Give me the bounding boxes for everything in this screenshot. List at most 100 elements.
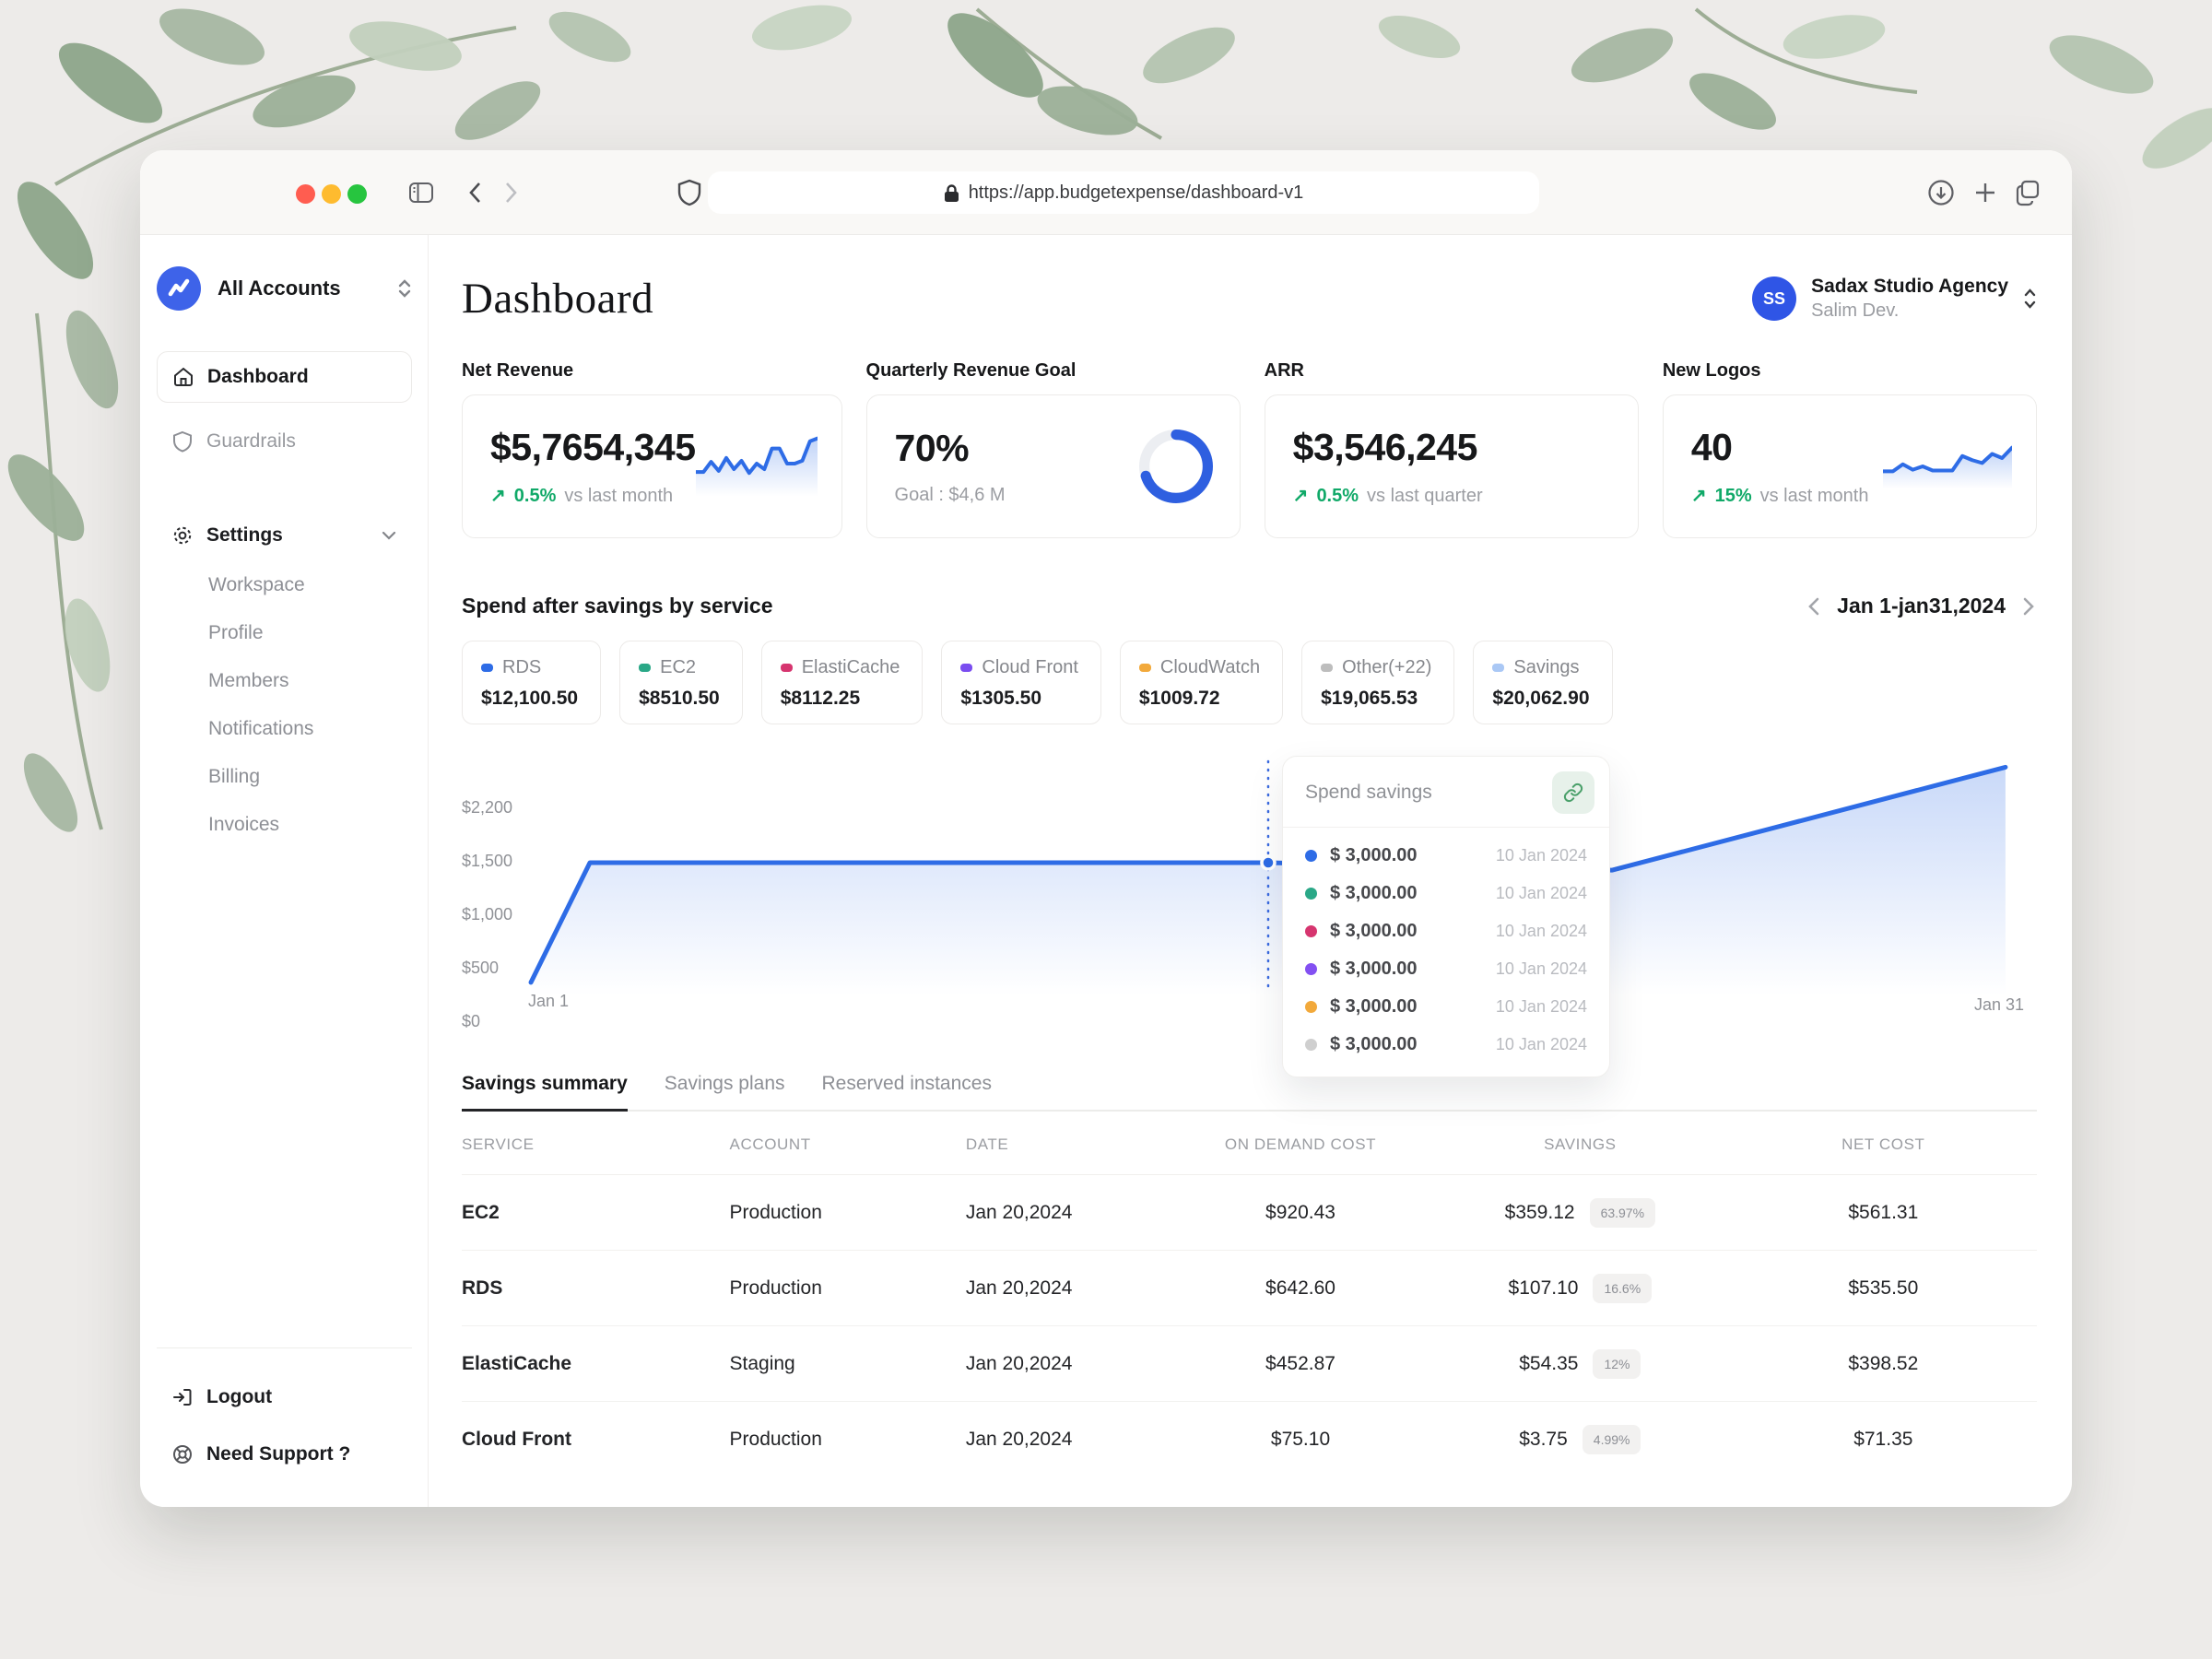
tooltip-date: 10 Jan 2024 <box>1495 1035 1587 1053</box>
chevron-down-icon <box>381 530 397 541</box>
minimize-window-button[interactable] <box>322 184 341 204</box>
kpi-label: Quarterly Revenue Goal <box>865 360 1077 381</box>
sidebar-item-profile[interactable]: Profile <box>157 609 412 657</box>
sub-item-label: Members <box>208 670 289 691</box>
maximize-window-button[interactable] <box>347 184 367 204</box>
kpi-label: ARR <box>1264 360 1305 381</box>
kpi-net-revenue: Net Revenue $5,7654,345 ↗ 0.5% vs last m… <box>462 360 842 538</box>
y-axis-tick: $0 <box>462 1012 481 1030</box>
chart-tooltip: Spend savings $ 3,000.00 10 Jan <box>1282 756 1610 1077</box>
download-icon[interactable] <box>1926 178 1956 207</box>
logout-button[interactable]: Logout <box>157 1369 412 1426</box>
column-header: DATE <box>965 1135 1009 1153</box>
select-chevrons-icon <box>397 278 412 299</box>
new-tab-icon[interactable] <box>1971 178 2000 207</box>
cell-net-cost: $71.35 <box>1853 1429 1913 1450</box>
column-header: SERVICE <box>462 1135 535 1153</box>
legend-value: $8112.25 <box>780 688 861 709</box>
legend-dot <box>780 664 793 672</box>
legend-value: $1009.72 <box>1138 688 1220 709</box>
kpi-goal-note: Goal : $4,6 M <box>894 485 1006 505</box>
legend-dot <box>1492 664 1505 672</box>
lifebuoy-icon <box>171 1443 194 1465</box>
legend-value: $19,065.53 <box>1321 688 1418 709</box>
savings-tabs: Savings summary Savings plans Reserved i… <box>462 1073 2037 1112</box>
sparkline-chart <box>1883 442 2012 489</box>
cell-on-demand-cost: $452.87 <box>1265 1352 1335 1374</box>
sidebar-item-dashboard[interactable]: Dashboard <box>157 351 412 403</box>
user-menu[interactable]: SS Sadax Studio Agency Salim Dev. <box>1752 276 2037 322</box>
cell-date: Jan 20,2024 <box>965 1277 1073 1299</box>
kpi-delta: 15% <box>1714 486 1752 506</box>
savings-pct-badge: 63.97% <box>1589 1197 1656 1228</box>
cell-net-cost: $535.50 <box>1848 1277 1919 1299</box>
tooltip-row: $ 3,000.00 10 Jan 2024 <box>1283 1026 1609 1064</box>
sidebar-item-guardrails[interactable]: Guardrails <box>157 416 412 467</box>
cell-savings: $359.12 <box>1504 1201 1575 1223</box>
tab-savings-summary[interactable]: Savings summary <box>462 1073 628 1112</box>
back-button[interactable] <box>461 178 490 207</box>
kpi-value: $5,7654,345 <box>490 426 696 468</box>
legend-chip-cloudwatch[interactable]: CloudWatch $1009.72 <box>1119 641 1284 724</box>
sidebar-item-invoices[interactable]: Invoices <box>157 801 412 849</box>
sub-item-label: Profile <box>208 622 264 643</box>
legend-value: $20,062.90 <box>1492 688 1590 709</box>
x-axis-tick: Jan 31 <box>1973 995 2024 1014</box>
tab-overview-icon[interactable] <box>2013 178 2042 207</box>
browser-window: https://app.budgetexpense/dashboard-v1 <box>140 150 2072 1507</box>
cell-date: Jan 20,2024 <box>965 1352 1073 1374</box>
tooltip-link-button[interactable] <box>1552 771 1594 814</box>
prev-range-button[interactable] <box>1806 596 1822 617</box>
table-row: RDS Production Jan 20,2024 $642.60 $107.… <box>462 1251 2037 1326</box>
sidebar-toggle-icon[interactable] <box>406 178 436 207</box>
kpi-delta: 0.5% <box>513 486 557 506</box>
sidebar-item-settings[interactable]: Settings <box>157 510 412 561</box>
savings-pct-badge: 4.99% <box>1582 1425 1641 1454</box>
support-label: Need Support ? <box>206 1443 351 1465</box>
legend-chip-other[interactable]: Other(+22) $19,065.53 <box>1301 641 1455 724</box>
spend-section-title: Spend after savings by service <box>462 594 773 618</box>
cell-date: Jan 20,2024 <box>965 1429 1073 1450</box>
support-button[interactable]: Need Support ? <box>157 1426 412 1483</box>
series-dot <box>1305 1039 1317 1051</box>
forward-button[interactable] <box>496 178 525 207</box>
kpi-label: New Logos <box>1662 360 1761 381</box>
legend-name: Cloud Front <box>982 657 1078 677</box>
shield-icon <box>171 430 194 453</box>
delta-up-arrow-icon: ↗ <box>1690 486 1707 506</box>
url-bar[interactable]: https://app.budgetexpense/dashboard-v1 <box>708 171 1539 214</box>
legend-name: CloudWatch <box>1159 657 1261 677</box>
close-window-button[interactable] <box>296 184 315 204</box>
sidebar-item-members[interactable]: Members <box>157 657 412 705</box>
tab-reserved-instances[interactable]: Reserved instances <box>821 1073 992 1094</box>
legend-name: RDS <box>502 657 542 677</box>
tab-savings-plans[interactable]: Savings plans <box>664 1073 785 1094</box>
cell-service: ElastiCache <box>462 1352 572 1374</box>
legend-chip-ec2[interactable]: EC2 $8510.50 <box>619 641 743 724</box>
privacy-shield-icon[interactable] <box>675 178 704 207</box>
account-switcher[interactable]: All Accounts <box>157 266 412 311</box>
legend-chip-elasticache[interactable]: ElastiCache $8112.25 <box>760 641 924 724</box>
table-row: ElastiCache Staging Jan 20,2024 $452.87 … <box>462 1326 2037 1402</box>
chart-canvas[interactable] <box>517 745 2033 1040</box>
kpi-delta: 0.5% <box>1316 486 1359 506</box>
sidebar-item-billing[interactable]: Billing <box>157 753 412 801</box>
kpi-delta-note: vs last quarter <box>1367 486 1483 506</box>
legend-chip-rds[interactable]: RDS $12,100.50 <box>462 641 602 724</box>
page-title: Dashboard <box>462 275 654 323</box>
legend-chip-savings[interactable]: Savings $20,062.90 <box>1473 641 1613 724</box>
x-axis-tick: Jan 1 <box>528 992 570 1010</box>
user-name: Sadax Studio Agency <box>1811 276 2008 297</box>
next-range-button[interactable] <box>2020 596 2037 617</box>
column-header: NET COST <box>1841 1135 1925 1153</box>
account-switcher-label: All Accounts <box>218 276 341 300</box>
tooltip-value: $ 3,000.00 <box>1330 883 1418 903</box>
sidebar-item-workspace[interactable]: Workspace <box>157 561 412 609</box>
legend-chip-cloudfront[interactable]: Cloud Front $1305.50 <box>941 641 1101 724</box>
cell-account: Staging <box>729 1352 795 1374</box>
sidebar: All Accounts Dashboard Guardrails <box>140 235 429 1507</box>
sidebar-item-notifications[interactable]: Notifications <box>157 705 412 753</box>
service-legend: RDS $12,100.50 EC2 $8510.50 ElastiCache … <box>462 641 2037 724</box>
gear-icon <box>171 524 194 547</box>
legend-dot <box>960 664 973 672</box>
